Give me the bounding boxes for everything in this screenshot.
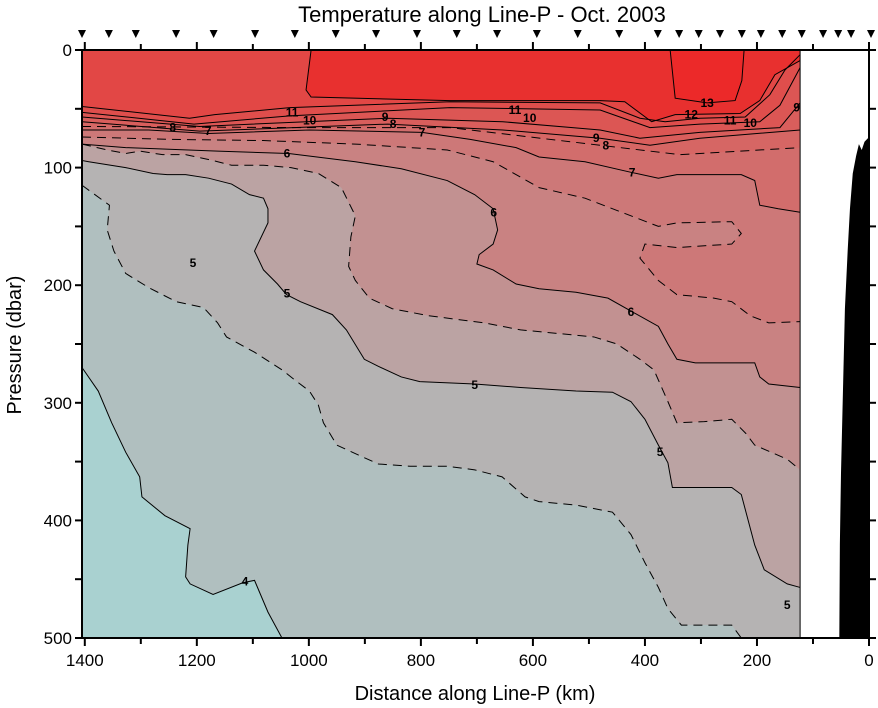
station-marker-icon — [209, 30, 218, 38]
station-marker-icon — [290, 30, 299, 38]
contour-label: 5 — [657, 445, 664, 459]
contour-label: 5 — [784, 598, 791, 612]
contour-label: 12 — [685, 108, 699, 122]
station-markers — [78, 30, 875, 38]
contour-line-4.5 — [82, 184, 742, 638]
contour-line-11 — [82, 54, 801, 123]
station-marker-icon — [78, 30, 86, 38]
contour-label: 9 — [593, 131, 600, 145]
station-marker-icon — [778, 30, 787, 38]
contour-label: 8 — [603, 138, 610, 152]
contour-label: 7 — [205, 124, 212, 138]
contour-line-7.5 — [82, 125, 801, 156]
station-marker-icon — [452, 30, 461, 38]
chart-title: Temperature along Line-P - Oct. 2003 — [298, 2, 666, 27]
contour-label: 10 — [523, 111, 537, 125]
contour-line-6 — [82, 143, 801, 389]
contour-line-12 — [305, 50, 801, 123]
x-axis-title: Distance along Line-P (km) — [355, 683, 596, 705]
station-marker-icon — [653, 30, 662, 38]
contour-line-4 — [82, 367, 283, 638]
contour-line-5 — [82, 160, 801, 588]
x-tick-label: 400 — [631, 651, 659, 670]
contour-label: 9 — [382, 110, 389, 124]
station-marker-icon — [532, 30, 541, 38]
y-tick-label: 0 — [63, 41, 72, 60]
contour-label: 11 — [286, 105, 299, 119]
station-marker-icon — [104, 30, 113, 38]
contour-label: 5 — [284, 286, 291, 300]
contour-line-13 — [669, 50, 745, 104]
contour-fills — [82, 50, 801, 638]
y-tick-label: 500 — [44, 629, 72, 648]
station-marker-icon — [834, 30, 843, 38]
contour-line-5.5 — [82, 143, 801, 471]
station-marker-icon — [372, 30, 381, 38]
station-marker-icon — [797, 30, 806, 38]
contour-label: 8 — [169, 121, 176, 135]
temp-band-fill-13 — [670, 50, 745, 103]
seafloor-bathymetry — [839, 138, 869, 638]
x-tick-label: 1400 — [66, 651, 104, 670]
contour-label: 13 — [700, 96, 714, 110]
y-tick-label: 300 — [44, 394, 72, 413]
x-tick-label: 600 — [519, 651, 547, 670]
station-marker-icon — [251, 30, 260, 38]
contour-label: 7 — [419, 125, 426, 139]
station-marker-icon — [573, 30, 582, 38]
station-marker-icon — [847, 30, 856, 38]
contour-lines — [82, 50, 801, 638]
station-marker-icon — [172, 30, 181, 38]
contour-label: 11 — [724, 114, 737, 128]
bathymetry — [799, 50, 869, 638]
station-marker-icon — [412, 30, 421, 38]
contour-label: 6 — [490, 205, 497, 219]
station-marker-icon — [493, 30, 502, 38]
x-tick-label: 1000 — [290, 651, 328, 670]
contour-label: 5 — [471, 378, 478, 392]
contour-label: 10 — [744, 116, 758, 130]
contour-label: 7 — [629, 165, 636, 179]
contour-label: 10 — [303, 114, 317, 128]
station-marker-icon — [694, 30, 703, 38]
x-tick-label: 0 — [864, 651, 873, 670]
contour-line-10 — [82, 67, 801, 129]
contour-line-9 — [82, 102, 801, 139]
y-tick-label: 400 — [44, 511, 72, 530]
station-marker-icon — [867, 30, 875, 38]
contour-line-7 — [82, 129, 801, 213]
station-marker-icon — [819, 30, 828, 38]
contour-label: 6 — [628, 305, 635, 319]
x-tick-label: 1200 — [178, 651, 216, 670]
contour-line-6.5 — [82, 136, 801, 324]
station-marker-icon — [131, 30, 140, 38]
contour-line-8 — [82, 121, 801, 146]
y-tick-label: 100 — [44, 159, 72, 178]
station-marker-icon — [615, 30, 624, 38]
contour-label: 6 — [284, 146, 291, 160]
station-marker-icon — [756, 30, 765, 38]
y-tick-label: 200 — [44, 276, 72, 295]
x-tick-label: 800 — [407, 651, 435, 670]
x-tick-label: 200 — [743, 651, 771, 670]
station-marker-icon — [331, 30, 340, 38]
contour-label: 8 — [390, 117, 397, 131]
contour-label: 9 — [793, 101, 800, 115]
axes: 1400 1200 1000 800 600 400 200 0 0 100 200 300 400 50… — [44, 41, 876, 670]
y-axis-title: Pressure (dbar) — [4, 276, 26, 415]
contour-label: 11 — [509, 103, 522, 117]
station-marker-icon — [675, 30, 684, 38]
station-marker-icon — [716, 30, 725, 38]
contour-label: 4 — [242, 575, 249, 589]
station-marker-icon — [737, 30, 746, 38]
contour-label: 5 — [190, 256, 197, 270]
